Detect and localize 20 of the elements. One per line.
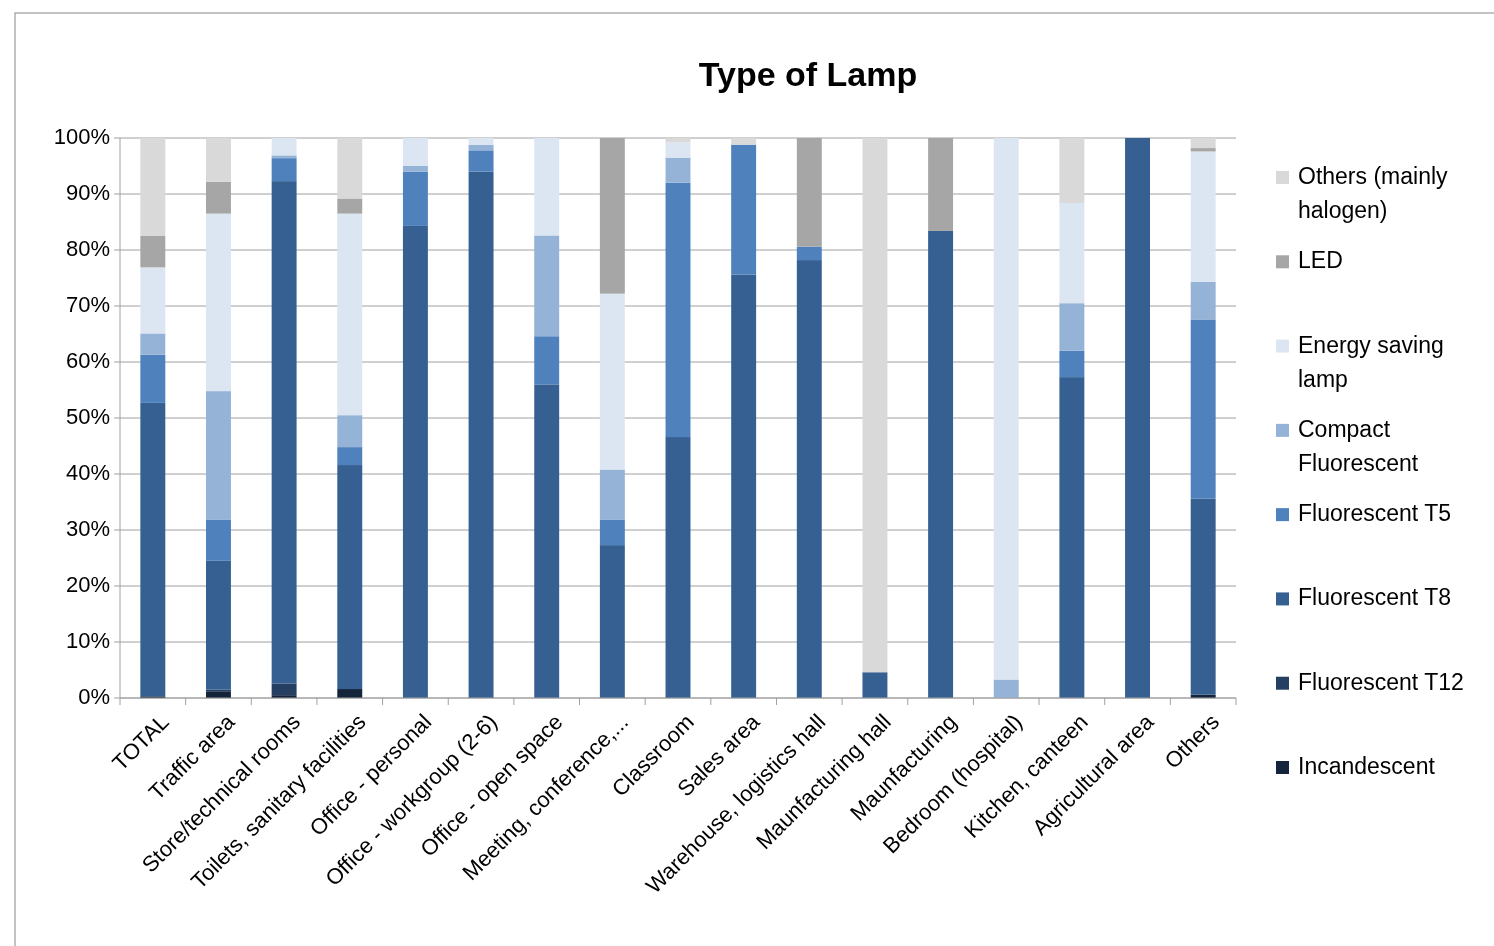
y-tick-label: 0%: [78, 683, 110, 709]
y-tick-label: 10%: [65, 627, 110, 653]
legend-label: Incandescent: [1298, 753, 1436, 780]
legend-label: Fluorescent T5: [1298, 500, 1451, 527]
legend-label: Compact Fluorescent: [1298, 415, 1419, 476]
legend-label: Fluorescent T8: [1298, 584, 1451, 611]
y-tick-label: 60%: [65, 347, 110, 373]
y-tick-label: 50%: [65, 403, 110, 429]
chart-title: Type of Lamp: [698, 55, 918, 93]
y-tick-label: 70%: [65, 291, 110, 317]
y-tick-label: 30%: [65, 515, 110, 541]
y-tick-label: 20%: [65, 571, 110, 597]
legend-label: Others (mainly halogen): [1298, 163, 1449, 224]
legend-label: Fluorescent T12: [1298, 668, 1464, 695]
y-tick-label: 80%: [65, 235, 110, 261]
y-tick-label: 100%: [53, 123, 110, 149]
y-tick-label: 90%: [65, 179, 110, 205]
legend-label: LED: [1298, 247, 1343, 274]
y-tick-label: 40%: [65, 459, 110, 485]
legend-label: Energy saving lamp: [1298, 331, 1444, 392]
